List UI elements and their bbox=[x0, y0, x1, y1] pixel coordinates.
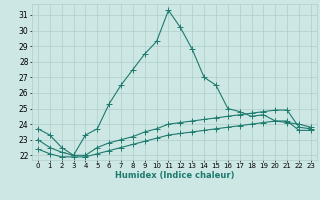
X-axis label: Humidex (Indice chaleur): Humidex (Indice chaleur) bbox=[115, 171, 234, 180]
